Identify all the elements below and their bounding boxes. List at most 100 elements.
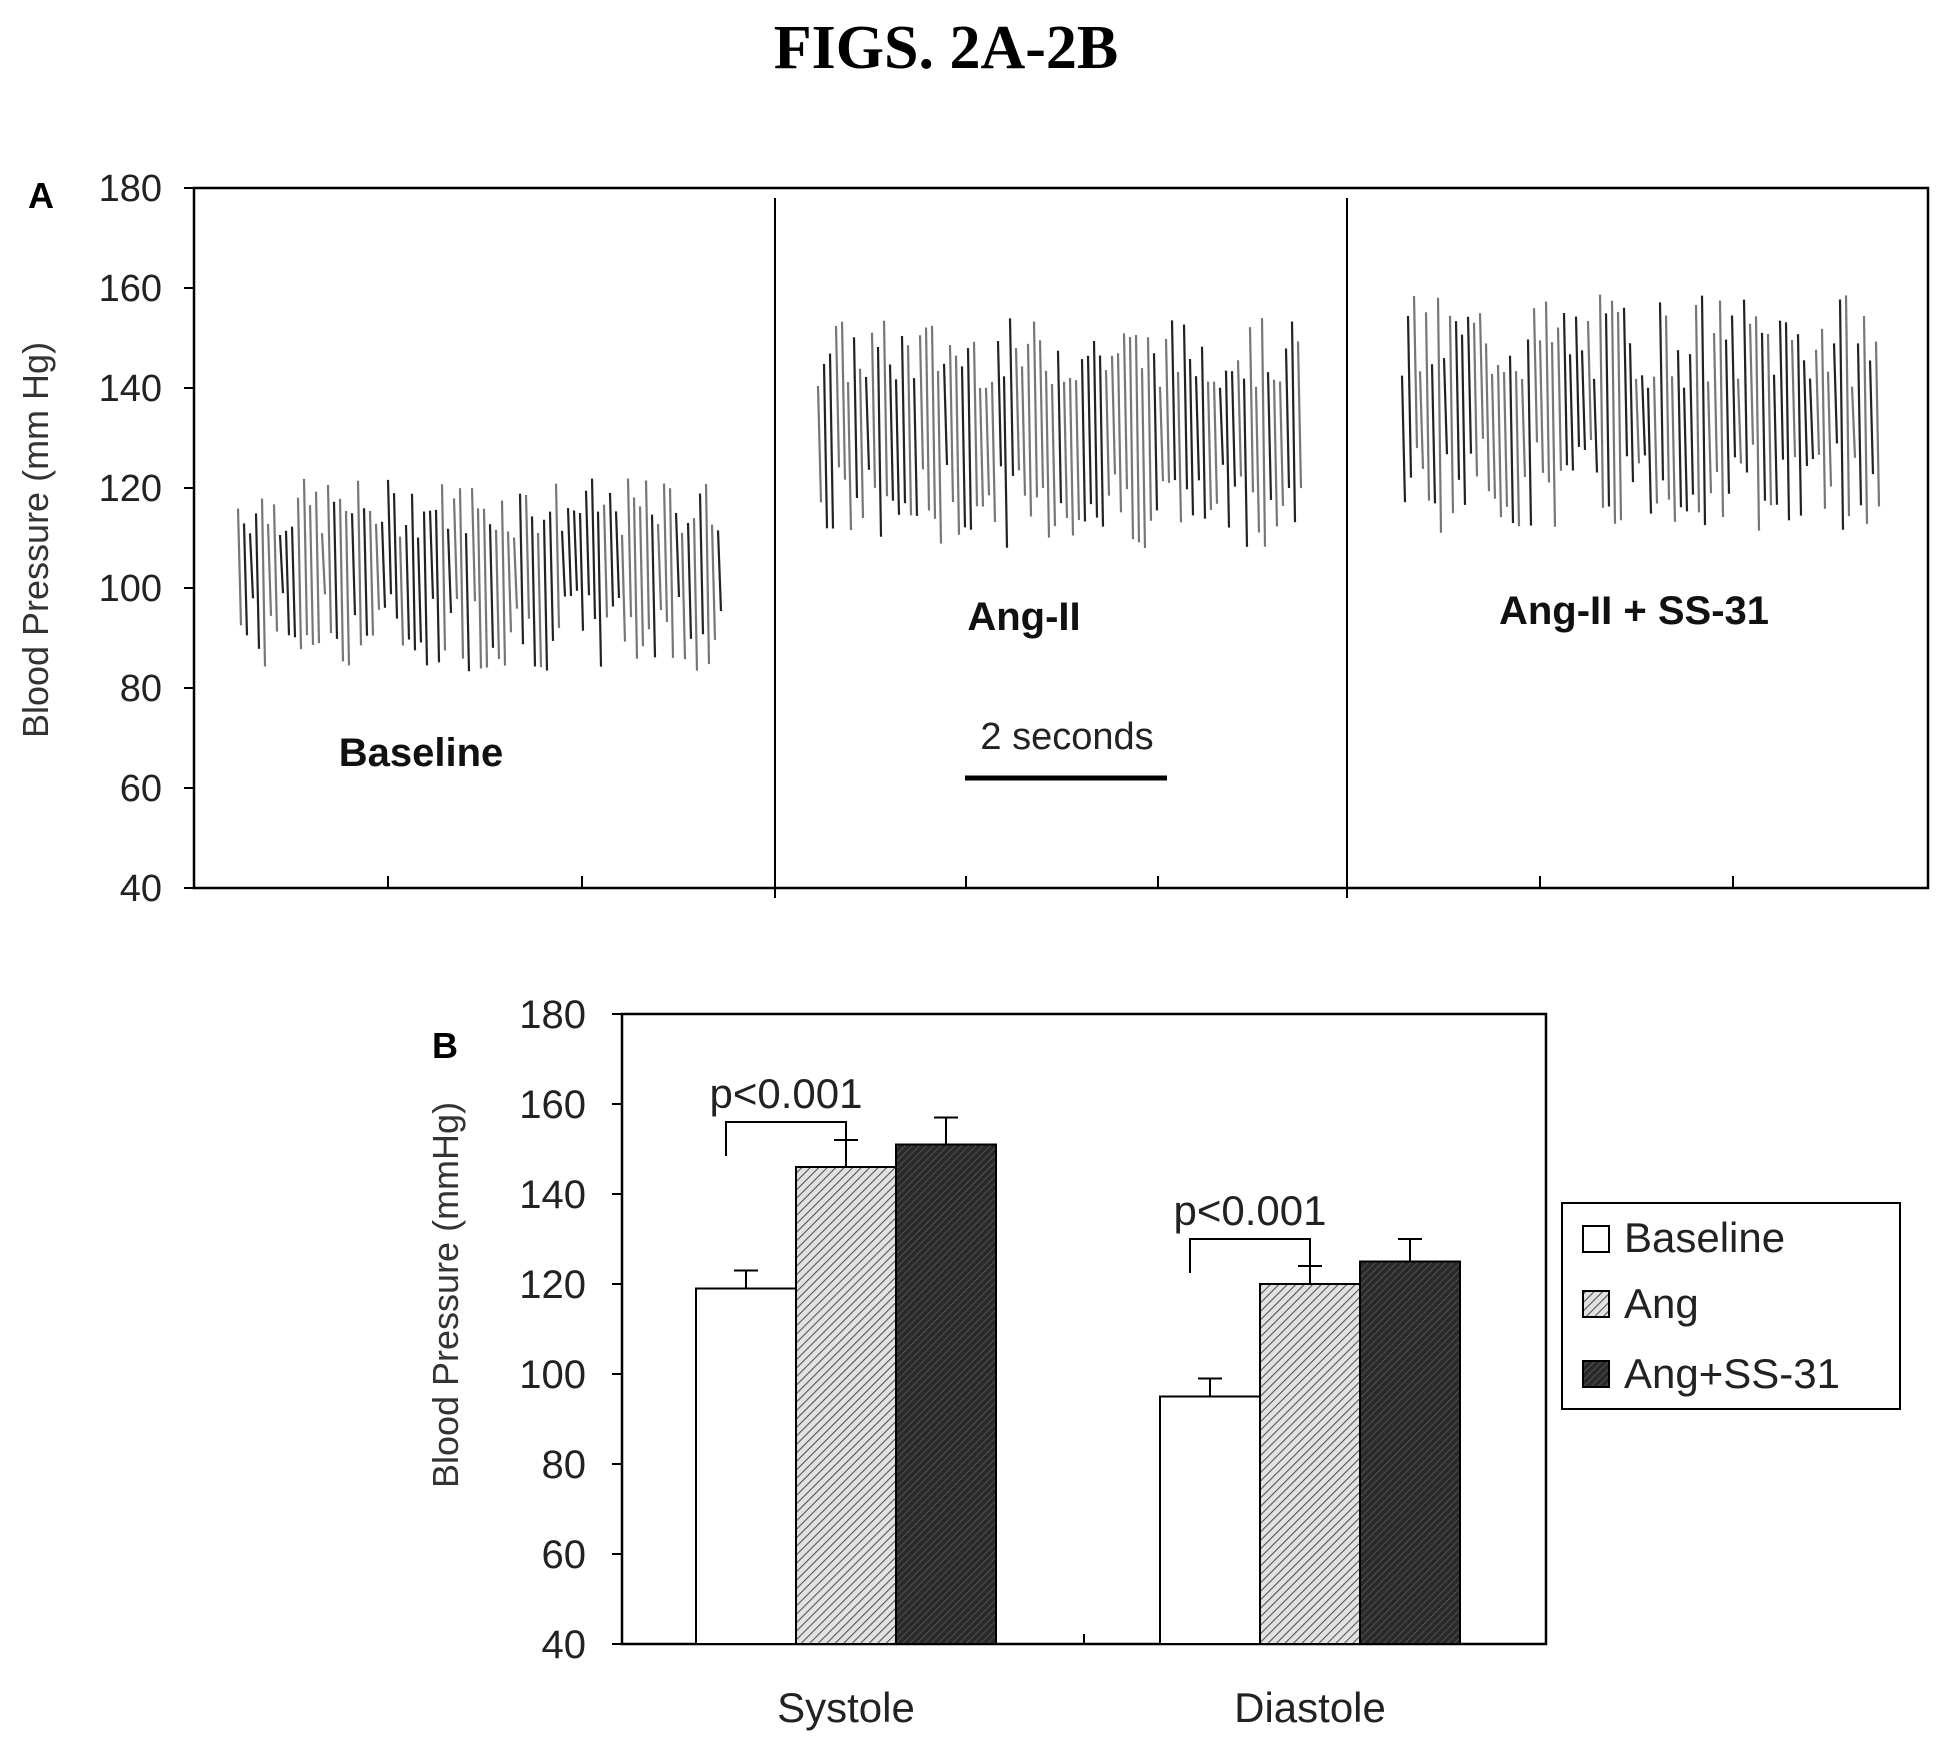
trace-stroke bbox=[1188, 358, 1195, 516]
trace-stroke bbox=[1254, 386, 1261, 533]
trace-stroke bbox=[380, 521, 387, 608]
panel-a-y-tick-label: 120 bbox=[99, 468, 162, 510]
trace-stroke bbox=[548, 511, 555, 641]
trace-stroke bbox=[828, 353, 835, 529]
trace-stroke bbox=[344, 510, 351, 666]
trace-stroke bbox=[386, 479, 393, 595]
panel-a-y-tick-label: 100 bbox=[99, 568, 162, 610]
bar-ang-systole bbox=[795, 1166, 897, 1645]
trace-stroke bbox=[560, 530, 567, 597]
trace-stroke bbox=[1670, 376, 1677, 522]
legend-swatch-ang-ss31 bbox=[1582, 1360, 1610, 1388]
trace-stroke bbox=[1490, 373, 1497, 499]
trace-stroke bbox=[1104, 370, 1111, 496]
panel-a-y-tick-label: 40 bbox=[120, 868, 162, 910]
trace-stroke bbox=[1832, 343, 1839, 444]
trace-stroke bbox=[284, 530, 291, 636]
trace-stroke bbox=[1784, 322, 1791, 521]
trace-stroke bbox=[1400, 375, 1407, 503]
trace-stroke bbox=[428, 510, 435, 599]
trace-stroke bbox=[858, 368, 865, 519]
trace-stroke bbox=[302, 478, 309, 636]
trace-stroke bbox=[1484, 343, 1491, 492]
trace-stroke bbox=[674, 512, 681, 598]
trace-stroke bbox=[1682, 387, 1689, 512]
trace-stroke bbox=[272, 504, 279, 632]
trace-stroke bbox=[506, 531, 513, 633]
trace-stroke bbox=[1182, 324, 1189, 490]
trace-stroke bbox=[1598, 294, 1605, 508]
trace-stroke bbox=[966, 348, 973, 530]
trace-stroke bbox=[290, 526, 297, 638]
trace-stroke bbox=[1610, 300, 1617, 524]
significance-bracket bbox=[1189, 1238, 1311, 1273]
trace-stroke bbox=[1826, 371, 1833, 487]
trace-stroke bbox=[1808, 378, 1815, 460]
scale-bar-label: 2 seconds bbox=[980, 716, 1153, 758]
trace-stroke bbox=[1454, 321, 1461, 480]
panel-b-y-tick-label: 120 bbox=[519, 1263, 586, 1307]
trace-stroke bbox=[912, 378, 919, 516]
trace-stroke bbox=[1796, 334, 1803, 516]
trace-stroke bbox=[1544, 301, 1551, 483]
legend-label-baseline: Baseline bbox=[1624, 1214, 1785, 1261]
panel-b-y-tick-label: 80 bbox=[542, 1443, 587, 1487]
trace-stroke bbox=[440, 484, 447, 651]
trace-stroke bbox=[1478, 313, 1485, 439]
trace-stroke bbox=[1586, 320, 1593, 441]
trace-stroke bbox=[362, 508, 369, 636]
trace-stroke bbox=[1874, 341, 1881, 507]
trace-stroke bbox=[894, 379, 901, 515]
trace-stroke bbox=[692, 518, 699, 671]
panel-a-plot-frame bbox=[192, 186, 1930, 890]
trace-stroke bbox=[1580, 350, 1587, 450]
trace-stroke bbox=[512, 537, 519, 609]
trace-stroke bbox=[996, 341, 1003, 467]
trace-stroke bbox=[930, 325, 937, 519]
panel-b-category-labels: Systole Diastole bbox=[777, 1684, 1386, 1731]
trace-stroke bbox=[1134, 334, 1141, 543]
trace-stroke bbox=[1224, 370, 1231, 528]
trace-stroke bbox=[716, 530, 723, 612]
trace-stroke bbox=[1242, 378, 1249, 547]
panel-b-y-ticks: 180 160 140 120 100 80 60 40 bbox=[519, 993, 622, 1667]
trace-stroke bbox=[852, 337, 859, 499]
panel-a-chart: A Blood Pressure (mm Hg) 180 160 140 120 100… bbox=[15, 168, 1930, 910]
bar-baseline-diastole bbox=[1159, 1395, 1261, 1645]
panel-a-traces bbox=[236, 294, 1881, 672]
panel-b-y-tick-label: 60 bbox=[542, 1533, 587, 1577]
trace-stroke bbox=[608, 492, 615, 607]
trace-stroke bbox=[1550, 342, 1557, 527]
trace-stroke bbox=[1128, 337, 1135, 540]
trace-stroke bbox=[1212, 381, 1219, 504]
trace-stroke bbox=[948, 344, 955, 503]
trace-stroke bbox=[1092, 340, 1099, 518]
trace-stroke bbox=[1676, 350, 1683, 508]
trace-stroke bbox=[978, 387, 985, 507]
trace-stroke bbox=[1418, 371, 1425, 470]
trace-stroke bbox=[1260, 318, 1267, 547]
trace-stroke bbox=[638, 506, 645, 647]
panel-b-y-tick-label: 100 bbox=[519, 1353, 586, 1397]
trace-stroke bbox=[1658, 302, 1665, 481]
trace-stroke bbox=[918, 335, 925, 470]
trace-stroke bbox=[1460, 334, 1467, 505]
trace-stroke bbox=[1290, 321, 1297, 523]
trace-stroke bbox=[1266, 372, 1273, 500]
trace-stroke bbox=[602, 504, 609, 618]
trace-stroke bbox=[876, 347, 883, 537]
trace-stroke bbox=[1802, 360, 1809, 467]
trace-stroke bbox=[314, 491, 321, 644]
trace-stroke bbox=[846, 381, 853, 531]
panel-b-y-tick-label: 180 bbox=[519, 993, 586, 1037]
trace-stroke bbox=[236, 508, 243, 626]
trace-stroke bbox=[990, 381, 997, 523]
trace-stroke bbox=[1556, 327, 1563, 471]
p-value-label: p<0.001 bbox=[1174, 1187, 1327, 1234]
bar-baseline-systole bbox=[695, 1287, 797, 1645]
trace-stroke bbox=[1814, 349, 1821, 455]
trace-stroke bbox=[1706, 381, 1713, 494]
trace-stroke bbox=[458, 488, 465, 659]
trace-stroke bbox=[416, 537, 423, 643]
